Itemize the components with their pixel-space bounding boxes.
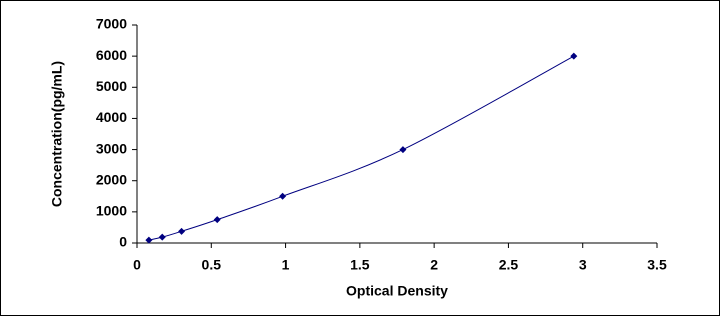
x-tick-label: 0: [133, 257, 141, 273]
data-point: [178, 227, 186, 235]
x-tick-label: 2: [430, 257, 438, 273]
y-tick-label: 1000: [96, 203, 127, 219]
data-point: [213, 216, 221, 224]
y-axis-label: Concentration(pg/mL): [49, 61, 65, 207]
y-tick-label: 3000: [96, 140, 127, 156]
x-tick-label: 1: [282, 257, 290, 273]
data-point: [570, 52, 578, 60]
y-tick-label: 6000: [96, 47, 127, 63]
data-point: [145, 236, 153, 244]
y-tick-label: 2000: [96, 171, 127, 187]
data-point: [279, 192, 287, 200]
y-tick-label: 7000: [96, 16, 127, 32]
x-tick-label: 3: [579, 257, 587, 273]
y-tick-label: 4000: [96, 109, 127, 125]
x-tick-label: 3.5: [647, 257, 667, 273]
x-tick-label: 0.5: [202, 257, 222, 273]
y-tick-label: 5000: [96, 78, 127, 94]
data-point: [158, 233, 166, 241]
y-tick-label: 0: [119, 234, 127, 250]
x-axis-label: Optical Density: [346, 283, 448, 299]
x-tick-label: 2.5: [499, 257, 519, 273]
data-point: [399, 146, 407, 154]
x-tick-label: 1.5: [350, 257, 370, 273]
